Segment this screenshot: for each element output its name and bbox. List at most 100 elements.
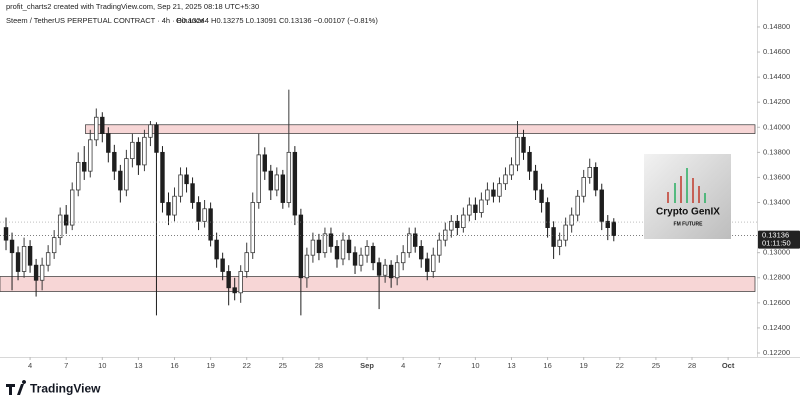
candle-body bbox=[232, 287, 237, 294]
candle-body bbox=[142, 136, 147, 166]
candle-body bbox=[27, 246, 33, 266]
candle-body bbox=[106, 133, 111, 153]
candle-body bbox=[413, 233, 418, 247]
last-price-box bbox=[758, 230, 800, 249]
candle-body bbox=[57, 214, 63, 239]
y-tick-label: 0.13400 bbox=[763, 197, 790, 206]
x-tick-label: 19 bbox=[206, 361, 214, 370]
candle-body bbox=[112, 151, 117, 172]
candle-body bbox=[575, 195, 580, 216]
y-tick-label: 0.13600 bbox=[763, 172, 790, 181]
candle-body bbox=[605, 220, 610, 228]
candle-body bbox=[76, 161, 81, 191]
candle-body bbox=[563, 224, 568, 241]
last-price-label: 0.13136 bbox=[762, 231, 789, 240]
candle-body bbox=[214, 239, 219, 260]
candle-body bbox=[358, 254, 364, 266]
candle-body bbox=[310, 239, 316, 256]
candle-body bbox=[100, 116, 105, 134]
zone bbox=[0, 276, 756, 292]
candle-body bbox=[340, 239, 346, 260]
candle-body bbox=[599, 189, 604, 222]
candle-body bbox=[545, 202, 550, 228]
y-tick-label: 0.14400 bbox=[763, 72, 790, 81]
candle-body bbox=[280, 174, 286, 203]
candle-body bbox=[94, 116, 99, 141]
candle-body bbox=[521, 136, 526, 153]
candle-body bbox=[226, 271, 231, 289]
y-tick-label: 0.14200 bbox=[763, 97, 790, 106]
candle-body bbox=[581, 177, 586, 197]
brand: TradingView bbox=[30, 382, 101, 396]
candle-body bbox=[364, 246, 370, 256]
candle-body bbox=[244, 252, 249, 272]
candle-body bbox=[473, 204, 478, 213]
candle-body bbox=[148, 124, 153, 138]
watermark-title: Crypto GenIX bbox=[656, 207, 720, 218]
candle-body bbox=[569, 214, 574, 226]
candle-body bbox=[63, 214, 69, 226]
x-tick-label: 7 bbox=[64, 361, 68, 370]
candle-body bbox=[124, 158, 129, 191]
candle-body bbox=[262, 154, 267, 172]
y-tick-label: 0.12800 bbox=[763, 273, 790, 282]
candle-body bbox=[509, 164, 514, 176]
candle-body bbox=[220, 258, 225, 272]
watermark-subtitle: FM FUTURE bbox=[674, 221, 704, 227]
watermark: Crypto GenIX FM FUTURE bbox=[644, 154, 731, 239]
candle-body bbox=[551, 227, 556, 247]
candle-body bbox=[443, 229, 448, 241]
candle-body bbox=[322, 233, 328, 254]
candle-body bbox=[160, 151, 165, 203]
ohlc-header: O0.13244 H0.13275 L0.13091 C0.13136 −0.0… bbox=[176, 16, 378, 25]
candle-body bbox=[437, 239, 442, 256]
candle-body bbox=[82, 161, 87, 172]
candle-body bbox=[39, 264, 45, 281]
x-tick-label: 25 bbox=[652, 361, 660, 370]
candle-body bbox=[196, 202, 201, 222]
candle-body bbox=[479, 199, 484, 213]
candle-body bbox=[184, 174, 189, 185]
candle-body bbox=[118, 170, 123, 191]
x-tick-label: 28 bbox=[315, 361, 323, 370]
x-tick-label: 22 bbox=[243, 361, 251, 370]
zones bbox=[0, 124, 756, 292]
candle-body bbox=[346, 239, 352, 254]
zone bbox=[85, 124, 756, 134]
y-tick-label: 0.14600 bbox=[763, 47, 790, 56]
candle-body bbox=[352, 252, 358, 266]
credit: profit_charts2 created with TradingView.… bbox=[6, 2, 259, 11]
candle-body bbox=[298, 214, 304, 279]
x-tick-label: 10 bbox=[98, 361, 106, 370]
x-tick-label: 13 bbox=[507, 361, 515, 370]
y-tick-label: 0.13000 bbox=[763, 248, 790, 257]
candle-body bbox=[376, 262, 382, 276]
candle-body bbox=[33, 264, 39, 281]
candle-body bbox=[286, 151, 292, 203]
candle-body bbox=[316, 239, 322, 254]
brand-logo: TradingView bbox=[6, 380, 101, 396]
y-tick-label: 0.14000 bbox=[763, 122, 790, 131]
candle-body bbox=[455, 220, 460, 228]
x-tick-label: 22 bbox=[616, 361, 624, 370]
x-tick-label: 28 bbox=[688, 361, 696, 370]
candle-body bbox=[51, 237, 57, 254]
y-tick-label: 0.13800 bbox=[763, 147, 790, 156]
candle-body bbox=[130, 141, 135, 160]
candle-body bbox=[292, 151, 298, 216]
candle-body bbox=[268, 170, 273, 191]
candle-body bbox=[419, 246, 424, 260]
candle-body bbox=[449, 220, 454, 231]
candle-body bbox=[238, 271, 243, 294]
candle-body bbox=[166, 202, 171, 216]
x-tick-label: Sep bbox=[360, 361, 374, 370]
candle-body bbox=[587, 167, 592, 178]
watermark-icon bbox=[667, 168, 706, 203]
candle-body bbox=[611, 221, 616, 237]
candle-body bbox=[388, 264, 394, 279]
candle-body bbox=[172, 195, 177, 216]
candle-body bbox=[9, 239, 15, 254]
candle-body bbox=[208, 208, 213, 241]
candle-body bbox=[304, 254, 310, 279]
